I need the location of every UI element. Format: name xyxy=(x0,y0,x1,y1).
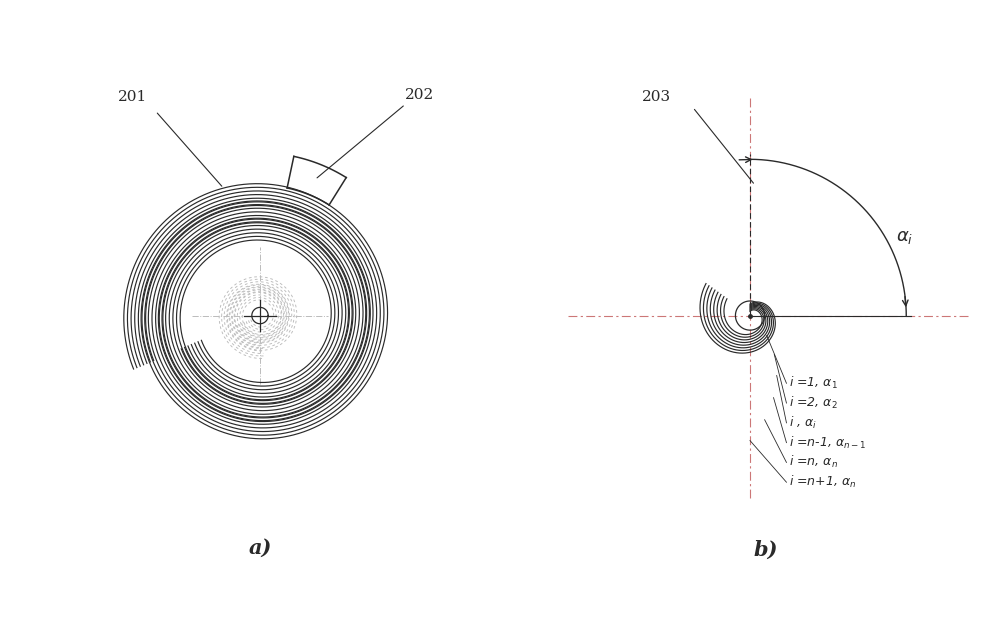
Text: $i$ =$n$-1, $\alpha_{n-1}$: $i$ =$n$-1, $\alpha_{n-1}$ xyxy=(789,435,867,451)
Text: $i$ =2, $\alpha_2$: $i$ =2, $\alpha_2$ xyxy=(789,395,838,411)
Text: 203: 203 xyxy=(642,90,671,104)
Text: 201: 201 xyxy=(118,90,147,104)
Text: $i$ =$n$, $\alpha_n$: $i$ =$n$, $\alpha_n$ xyxy=(789,455,838,471)
Text: $i$ =1, $\alpha_1$: $i$ =1, $\alpha_1$ xyxy=(789,375,838,392)
Text: a): a) xyxy=(248,537,272,557)
Text: b): b) xyxy=(753,540,778,560)
Text: $\alpha_i$: $\alpha_i$ xyxy=(896,229,913,247)
Text: $i$ =$n$+1, $\alpha_n$: $i$ =$n$+1, $\alpha_n$ xyxy=(789,474,856,490)
Text: 202: 202 xyxy=(404,88,434,102)
Text: $i$ , $\alpha_i$: $i$ , $\alpha_i$ xyxy=(789,415,817,431)
